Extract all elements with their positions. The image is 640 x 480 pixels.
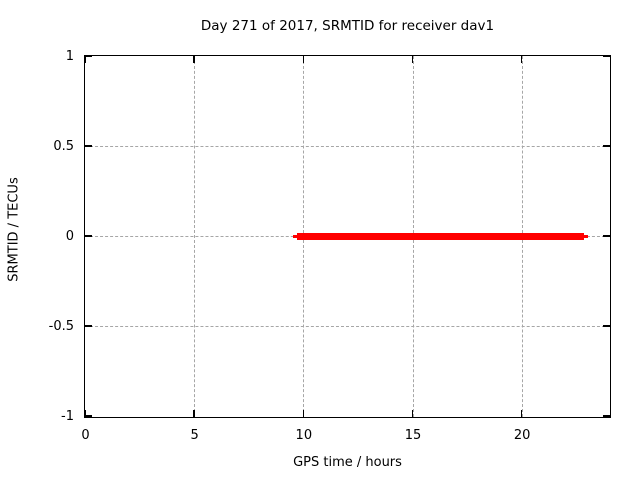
- x-tick-label: 20: [513, 428, 531, 443]
- y-tick-mark-right: [603, 55, 610, 57]
- plot-area: [84, 55, 611, 418]
- x-tick-mark-top: [193, 56, 195, 63]
- y-tick-mark-left: [85, 325, 92, 327]
- y-tick-mark-left: [85, 145, 92, 147]
- x-tick-label: 10: [295, 428, 313, 443]
- y-tick-mark-right: [603, 235, 610, 237]
- x-tick-mark-top: [302, 56, 305, 63]
- x-tick-mark-bottom: [520, 410, 523, 417]
- y-grid-line: [85, 146, 610, 147]
- y-tick-mark-left: [85, 235, 92, 237]
- y-tick-label: -0.5: [48, 318, 74, 334]
- y-grid-line: [85, 326, 610, 327]
- x-tick-mark-top: [411, 56, 414, 63]
- x-tick-label: 15: [404, 428, 422, 443]
- chart-title: Day 271 of 2017, SRMTID for receiver dav…: [200, 18, 495, 34]
- x-tick-mark-top: [84, 56, 86, 63]
- y-tick-mark-right: [603, 325, 610, 327]
- x-tick-mark-top: [520, 56, 523, 63]
- x-tick-mark-bottom: [84, 410, 86, 417]
- x-tick-mark-bottom: [411, 410, 414, 417]
- x-tick-mark-bottom: [193, 410, 195, 417]
- y-tick-label: -1: [61, 408, 74, 424]
- y-tick-label: 1: [65, 48, 74, 64]
- y-tick-mark-left: [85, 55, 92, 57]
- y-tick-mark-left: [85, 415, 92, 417]
- x-tick-mark-bottom: [302, 410, 305, 417]
- x-tick-label: 5: [190, 428, 199, 443]
- series-line-srmtid: [296, 232, 584, 240]
- y-tick-label: 0.5: [53, 138, 74, 154]
- x-tick-label: 0: [81, 428, 90, 443]
- x-axis-label: GPS time / hours: [293, 455, 402, 470]
- y-tick-mark-right: [603, 145, 610, 147]
- y-tick-mark-right: [603, 415, 610, 417]
- y-tick-label: 0: [65, 228, 74, 244]
